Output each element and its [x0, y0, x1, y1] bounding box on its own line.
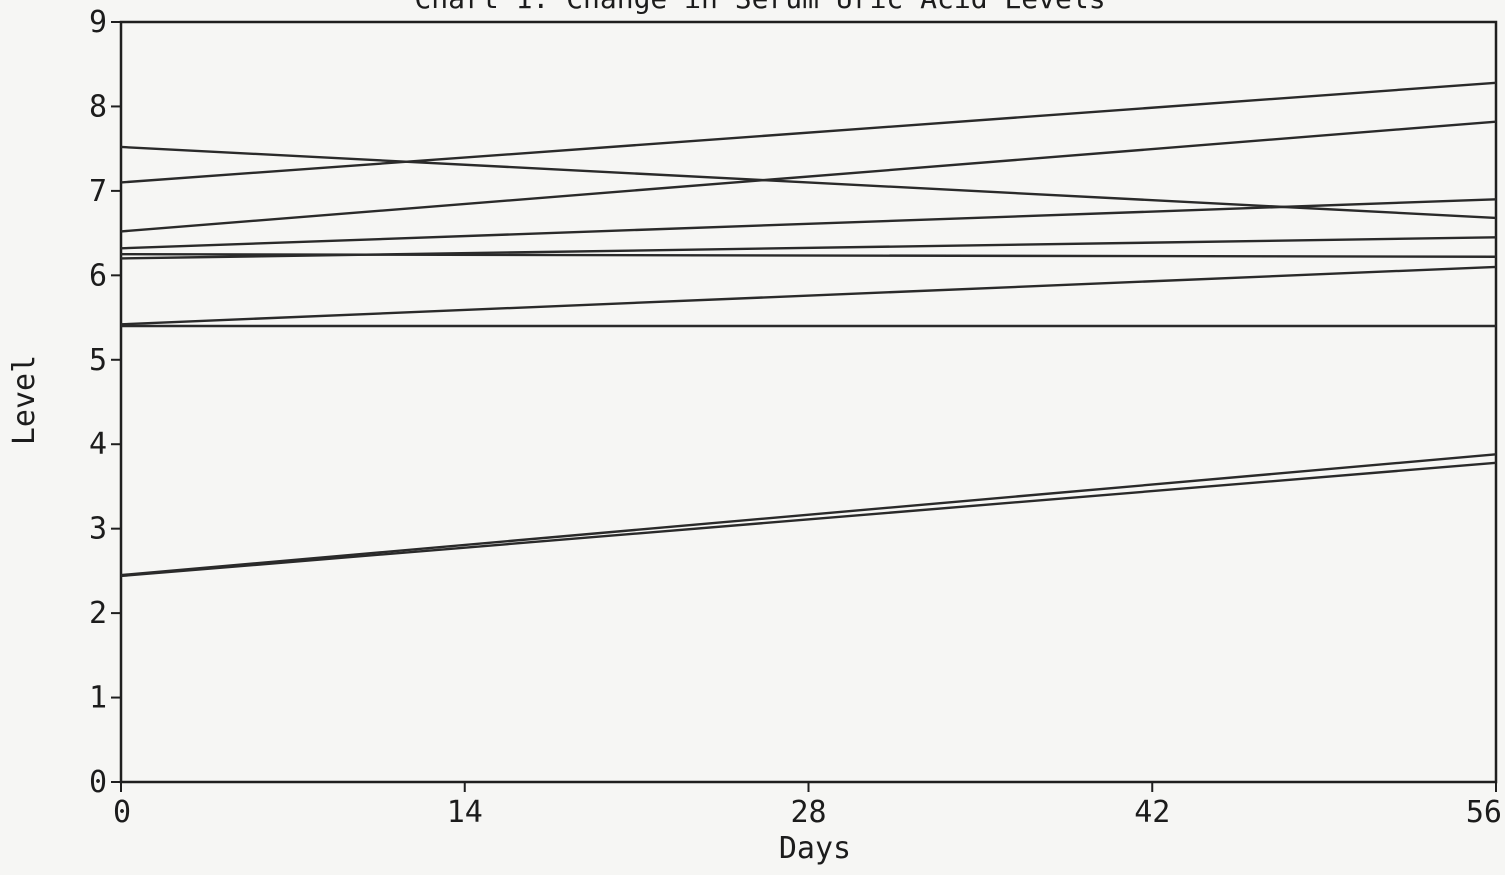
y-tick-label: 1	[89, 681, 107, 716]
series-line-3	[120, 120, 1497, 233]
chart-title: Chart 1: Change in Serum Uric Acid Level…	[414, 0, 1105, 15]
y-tick-label: 2	[89, 596, 107, 631]
x-axis-label: Days	[779, 831, 851, 866]
x-axis-ticks: 0 14 28 42 56	[113, 782, 1502, 830]
y-tick-label: 8	[89, 89, 107, 124]
x-tick-label: 42	[1134, 795, 1170, 830]
y-tick-label: 9	[89, 5, 107, 40]
series-line-7	[120, 265, 1497, 326]
series-line-6	[120, 236, 1497, 260]
series-line-10	[120, 461, 1497, 578]
y-tick-label: 0	[89, 765, 107, 800]
x-tick-label: 56	[1466, 795, 1502, 830]
y-axis-ticks: 0 1 2 3 4 5 6 7 8 9	[89, 5, 121, 800]
y-tick-label: 4	[89, 427, 107, 462]
series-lines	[120, 81, 1497, 578]
plot-frame	[119, 20, 1498, 784]
series-line-1	[120, 145, 1497, 220]
y-tick-label: 7	[89, 174, 107, 209]
series-line-2	[120, 81, 1497, 184]
y-tick-label: 3	[89, 512, 107, 547]
x-tick-label: 0	[113, 795, 131, 830]
x-tick-label: 28	[790, 795, 826, 830]
series-line-4	[120, 198, 1497, 250]
x-tick-label: 14	[447, 795, 483, 830]
y-axis-label: Level	[7, 355, 42, 445]
y-tick-label: 5	[89, 343, 107, 378]
series-line-9	[120, 453, 1497, 577]
y-tick-label: 6	[89, 258, 107, 293]
